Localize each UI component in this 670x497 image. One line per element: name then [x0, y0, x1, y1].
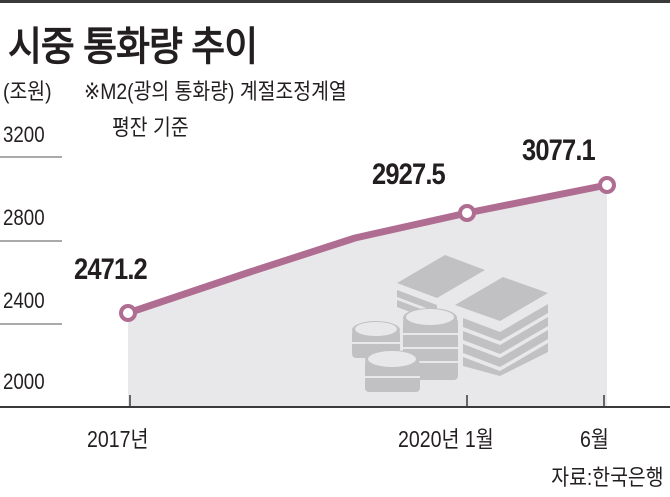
money-stack-icon: [352, 255, 548, 392]
area-fill: [128, 185, 607, 407]
y-axis-unit: (조원): [3, 79, 52, 104]
top-border: [0, 0, 670, 3]
y-tick-label-3200: 3200: [3, 122, 45, 147]
data-point-2017: [119, 304, 137, 322]
value-label-2020-01: 2927.5: [372, 158, 446, 191]
x-tick-label-2017: 2017년: [87, 426, 149, 452]
x-tick-label-2020-01: 2020년 1월: [398, 426, 494, 452]
x-tick-label-2020-06: 6월: [580, 426, 609, 452]
value-label-2017: 2471.2: [74, 253, 148, 286]
y-tick-label-2000: 2000: [3, 369, 45, 394]
data-line: [124, 181, 611, 317]
chart-note-line2: 평잔 기준: [112, 115, 189, 140]
data-point-2020-01: [458, 204, 476, 222]
y-tick-label-2800: 2800: [3, 205, 45, 230]
data-point-2020-06: [598, 176, 616, 194]
value-label-2020-06: 3077.1: [522, 134, 596, 167]
y-tick-label-2400: 2400: [3, 288, 45, 313]
chart-note-line1: ※M2(광의 통화량) 계절조정계열: [84, 79, 347, 104]
source-label: 자료:한국은행: [551, 465, 664, 490]
chart-title: 시중 통화량 추이: [8, 25, 258, 69]
